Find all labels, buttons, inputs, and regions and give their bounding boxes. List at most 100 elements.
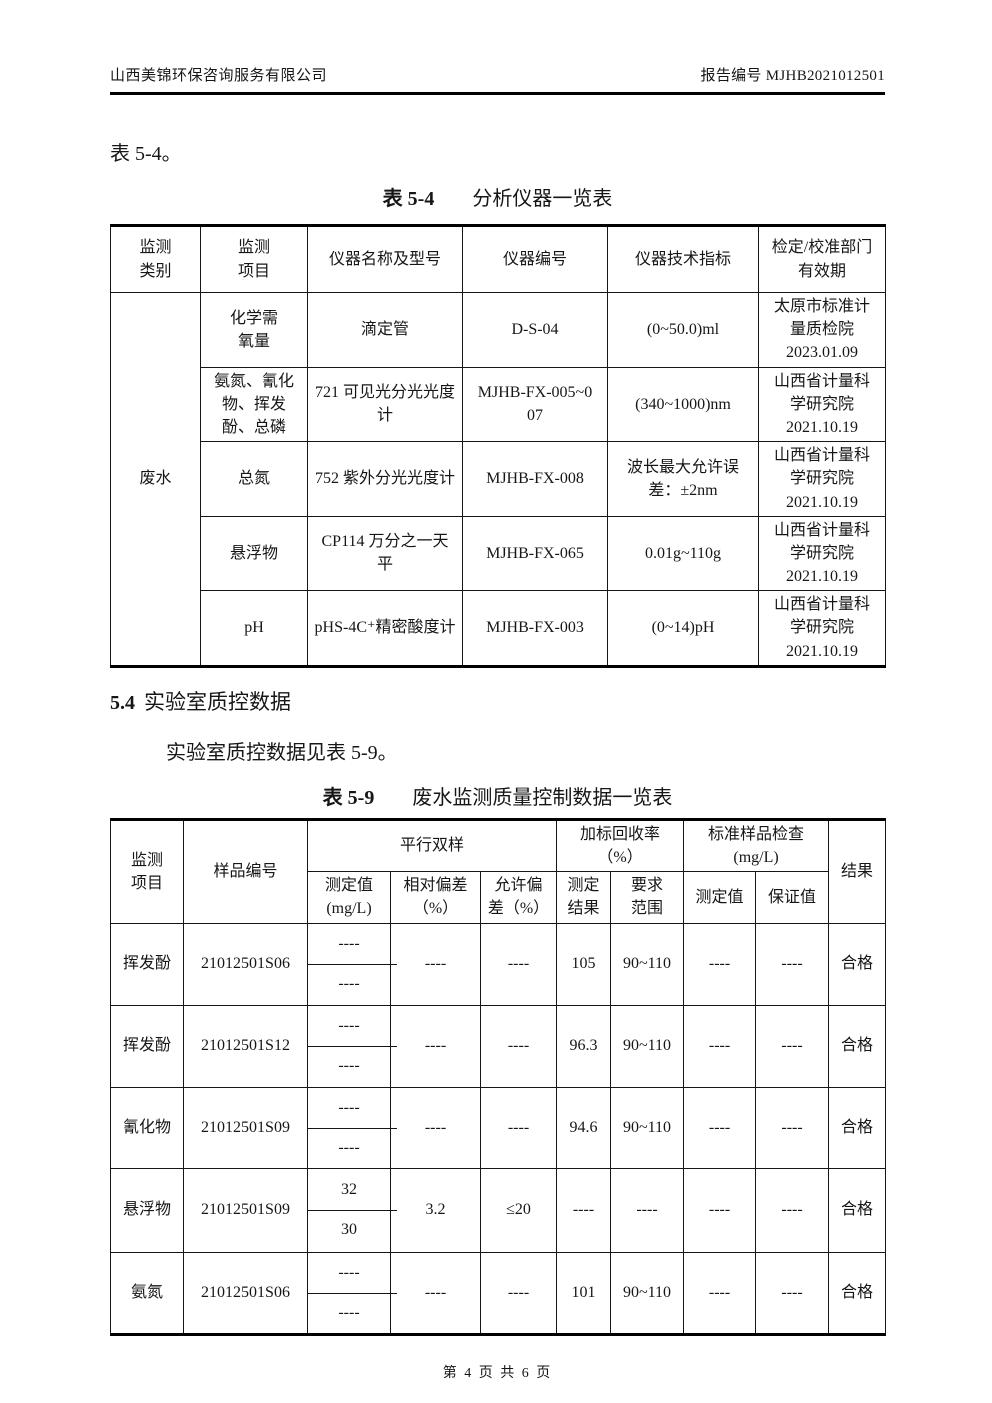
valid-until-date: 2021.10.19 — [786, 493, 858, 511]
cell-recovery-range: 90~110 — [609, 1086, 685, 1169]
column-group-recovery: 加标回收率 （%） — [555, 818, 685, 873]
table-row: 挥发酚 21012501S06 ---- ---- ---- ---- 105 … — [110, 922, 887, 1006]
cell-instrument: 滴定管 — [307, 292, 463, 368]
cell-recovery-result: 105 — [556, 922, 611, 1006]
cell-std-measured: ---- — [683, 1167, 757, 1253]
column-header-item: 监测项目 — [200, 225, 308, 293]
analysis-instruments-table: 监测类别 监测项目 仪器名称及型号 仪器编号 仪器技术指标 检定/校准部门有效期… — [110, 224, 886, 668]
table2-header-row-sub: 测定值 (mg/L) 相对偏差（%） 允许偏差（%） 测定结果 要求范围 测定值… — [111, 871, 886, 924]
cell-code: MJHB-FX-003 — [462, 590, 608, 667]
measured-value-1: ---- — [338, 1098, 360, 1116]
cell-item: 悬浮物 — [110, 1167, 184, 1253]
cell-allow-dev: ≤20 — [480, 1167, 557, 1253]
cell-recovery-range: 90~110 — [609, 1251, 685, 1335]
section-heading: 5.4 实验室质控数据 — [110, 686, 885, 716]
valid-until-date: 2021.10.19 — [786, 568, 858, 586]
cell-sample-id: 21012501S09 — [183, 1167, 308, 1253]
cell-code: MJHB-FX-065 — [462, 515, 608, 592]
page-number: 第 4 页 共 6 页 — [442, 1365, 553, 1381]
cell-recovery-range: 90~110 — [609, 922, 685, 1006]
measured-value-1: ---- — [338, 935, 360, 953]
dept-name: 山西省计量科学研究院 — [773, 372, 870, 413]
cell-dept: 山西省计量科学研究院 2021.10.19 — [758, 441, 886, 517]
table1-caption: 表 5-4 分析仪器一览表 — [110, 182, 885, 211]
measured-value-2: ---- — [338, 1138, 360, 1156]
column-header-recovery-result: 测定结果 — [556, 871, 611, 924]
cell-measured-pair: ---- ---- — [307, 1251, 397, 1335]
cell-recovery-result: 94.6 — [556, 1086, 611, 1169]
valid-until-date: 2021.10.19 — [786, 642, 858, 660]
column-header-code: 仪器编号 — [462, 225, 608, 293]
cell-spec: 0.01g~110g — [607, 515, 759, 592]
cell-result: 合格 — [828, 1251, 887, 1335]
column-group-standard: 标准样品检查 (mg/L) — [683, 818, 830, 873]
cell-instrument: pHS-4C⁺精密酸度计 — [307, 590, 463, 667]
cell-item: 化学需氧量 — [200, 292, 308, 368]
cell-recovery-range: 90~110 — [609, 1004, 685, 1088]
column-header-allow-dev: 允许偏差（%） — [480, 871, 557, 924]
table2-caption-number: 表 5-9 — [322, 786, 375, 809]
cell-std-ref: ---- — [755, 1004, 830, 1088]
report-number: 报告编号 MJHB2021012501 — [700, 68, 885, 84]
column-header-recovery-range: 要求范围 — [609, 871, 685, 924]
cell-std-measured: ---- — [683, 1086, 757, 1169]
qc-data-table: 监测项目 样品编号 平行双样 加标回收率 （%） 标准样品检查 (mg/L) 结… — [110, 817, 887, 1336]
cell-std-measured: ---- — [683, 1004, 757, 1088]
cell-instrument: 721 可见光分光光度计 — [307, 366, 463, 443]
cell-item: 挥发酚 — [110, 922, 184, 1006]
valid-until-date: 2021.10.19 — [786, 418, 858, 436]
cell-measured-pair: 32 30 — [307, 1167, 397, 1253]
cell-std-ref: ---- — [755, 1086, 830, 1169]
cell-rel-dev: ---- — [390, 922, 481, 1006]
column-group-parallel: 平行双样 — [307, 818, 557, 873]
cell-allow-dev: ---- — [480, 922, 557, 1006]
cell-item: 悬浮物 — [200, 515, 308, 592]
column-header-std-ref: 保证值 — [755, 871, 830, 924]
table-row: 氨氮、氰化物、挥发酚、总磷 721 可见光分光光度计 MJHB-FX-005~0… — [111, 366, 886, 443]
column-header-sample: 样品编号 — [183, 818, 308, 924]
column-header-std-measured: 测定值 — [683, 871, 757, 924]
dept-name: 山西省计量科学研究院 — [773, 521, 870, 562]
cell-result: 合格 — [828, 922, 887, 1006]
cell-instrument: CP114 万分之一天平 — [307, 515, 463, 592]
cell-recovery-result: ---- — [556, 1167, 611, 1253]
cell-recovery-result: 96.3 — [556, 1004, 611, 1088]
table-row: 挥发酚 21012501S12 ---- ---- ---- ---- 96.3… — [110, 1004, 887, 1088]
column-header-spec: 仪器技术指标 — [607, 225, 759, 293]
cell-measured-pair: ---- ---- — [307, 1004, 397, 1088]
document-header: 山西美锦环保咨询服务有限公司 报告编号 MJHB2021012501 — [110, 64, 885, 95]
cell-item: 总氮 — [200, 441, 308, 517]
cell-spec: 波长最大允许误差：±2nm — [607, 441, 759, 517]
cell-spec: (0~14)pH — [607, 590, 759, 667]
cell-allow-dev: ---- — [480, 1251, 557, 1335]
cell-item: 氰化物 — [110, 1086, 184, 1169]
cell-spec: (340~1000)nm — [607, 366, 759, 443]
cell-rel-dev: 3.2 — [390, 1167, 481, 1253]
table-row: 悬浮物 21012501S09 32 30 3.2 ≤20 ---- ---- … — [110, 1167, 887, 1253]
cell-result: 合格 — [828, 1004, 887, 1088]
page-content: 山西美锦环保咨询服务有限公司 报告编号 MJHB2021012501 表 5-4… — [110, 0, 887, 1382]
column-header-dept: 检定/校准部门有效期 — [758, 225, 886, 293]
column-header-measured: 测定值 (mg/L) — [307, 871, 391, 924]
table-row: 悬浮物 CP114 万分之一天平 MJHB-FX-065 0.01g~110g … — [111, 515, 886, 592]
valid-until-date: 2023.01.09 — [786, 344, 858, 362]
cell-category: 废水 — [110, 292, 201, 667]
cell-spec: (0~50.0)ml — [607, 292, 759, 368]
cell-allow-dev: ---- — [480, 1004, 557, 1088]
cell-allow-dev: ---- — [480, 1086, 557, 1169]
cell-measured-pair: ---- ---- — [307, 922, 397, 1006]
cell-code: MJHB-FX-005~007 — [462, 366, 608, 443]
cell-std-ref: ---- — [755, 922, 830, 1006]
table1-caption-number: 表 5-4 — [382, 188, 435, 210]
cell-result: 合格 — [828, 1167, 887, 1253]
dept-name: 山西省计量科学研究院 — [773, 447, 870, 488]
measured-value-1: 32 — [341, 1181, 357, 1199]
body-paragraph: 实验室质控数据见表 5-9。 — [166, 741, 398, 764]
column-header-instrument: 仪器名称及型号 — [307, 225, 463, 293]
table2-header-row-groups: 监测项目 样品编号 平行双样 加标回收率 （%） 标准样品检查 (mg/L) 结… — [110, 818, 887, 924]
cell-rel-dev: ---- — [390, 1086, 481, 1169]
column-header-result: 结果 — [828, 818, 887, 924]
cell-item: pH — [200, 590, 308, 667]
cell-dept: 太原市标准计量质检院 2023.01.09 — [758, 292, 886, 368]
